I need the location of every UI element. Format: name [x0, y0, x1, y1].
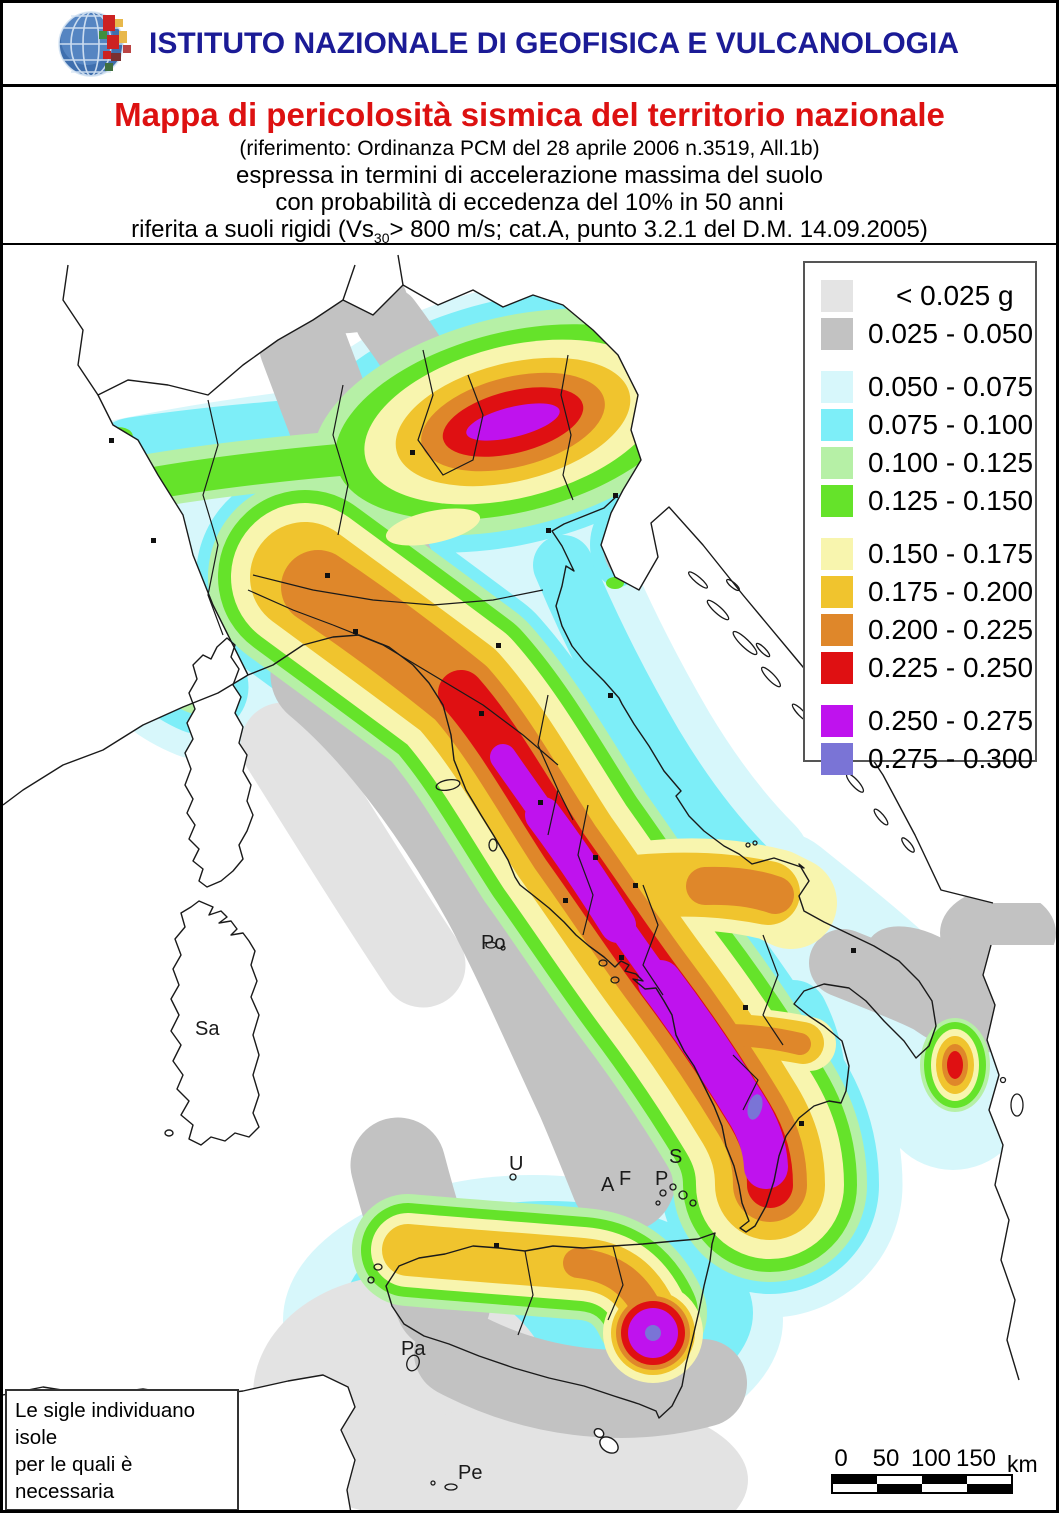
ingv-logo-icon [58, 10, 131, 77]
legend-color-swatch [821, 705, 853, 737]
legend-color-swatch [821, 538, 853, 570]
note-box: Le sigle individuano isole per le quali … [5, 1389, 239, 1510]
region-borders [202, 349, 784, 1336]
legend-color-swatch [821, 371, 853, 403]
legend-row: 0.075 - 0.100 [821, 406, 1035, 444]
legend-range-label: 0.100 - 0.125 [868, 447, 1034, 478]
legend-range-label: 0.250 - 0.275 [868, 705, 1034, 736]
legend-row: 0.200 - 0.225 [821, 611, 1035, 649]
legend-range-label: 0.050 - 0.075 [868, 371, 1034, 402]
legend-range-label: 0.075 - 0.100 [868, 409, 1034, 440]
sardinia-corsica-outline [164, 637, 619, 1454]
legend-row: 0.150 - 0.175 [821, 535, 1035, 573]
island-label: Pa [401, 1338, 426, 1360]
scale-bar: 0 50 100 150 km [829, 1445, 1044, 1497]
scale-tick-label: 150 [955, 1445, 997, 1472]
hazard-layer-high [76, 308, 990, 1383]
legend-range-label: 0.025 - 0.050 [868, 318, 1034, 349]
island-label: P [655, 1168, 669, 1190]
scale-unit-label: km [1007, 1451, 1038, 1477]
legend-range-label: 0.225 - 0.250 [868, 652, 1034, 683]
legend-row: 0.025 - 0.050 [821, 315, 1035, 353]
map-title-reference: (riferimento: Ordinanza PCM del 28 april… [239, 137, 820, 160]
island-label: U [509, 1153, 524, 1175]
header: ISTITUTO NAZIONALE DI GEOFISICA E VULCAN… [3, 3, 1056, 87]
title-block: Mappa di pericolosità sismica del territ… [3, 87, 1056, 246]
legend-color-swatch [821, 485, 853, 517]
legend-color-swatch [821, 447, 853, 479]
legend-color-swatch [821, 576, 853, 608]
institute-name: ISTITUTO NAZIONALE DI GEOFISICA E VULCAN… [149, 26, 960, 60]
island-label: Sa [195, 1018, 220, 1040]
scale-tick-label: 50 [872, 1445, 900, 1472]
scale-tick-label: 100 [910, 1445, 952, 1472]
scale-tick-label: 0 [834, 1445, 848, 1472]
legend-row: 0.250 - 0.275 [821, 702, 1035, 740]
legend-range-label: 0.125 - 0.150 [868, 485, 1034, 516]
scale-checker-bar [831, 1474, 1013, 1494]
legend-row: 0.125 - 0.150 [821, 482, 1035, 520]
legend-range-label: 0.150 - 0.175 [868, 538, 1034, 569]
legend-row: 0.100 - 0.125 [821, 444, 1035, 482]
legend-row: 0.050 - 0.075 [821, 368, 1035, 406]
legend-row: 0.225 - 0.250 [821, 649, 1035, 687]
island-label: Pe [458, 1462, 483, 1484]
logo-pixel-blocks [99, 14, 131, 71]
legend-row: < 0.025 g [821, 277, 1035, 315]
legend: < 0.025 g 0.025 - 0.050 0.050 - 0.075 0.… [803, 261, 1037, 775]
map-subtitle-3: riferita a suoli rigidi (Vs30> 800 m/s; … [131, 216, 928, 246]
city-markers [109, 438, 856, 1248]
legend-row: 0.175 - 0.200 [821, 573, 1035, 611]
legend-color-swatch [821, 652, 853, 684]
map-subtitle-2: con probabilità di eccedenza del 10% in … [275, 189, 784, 216]
legend-color-swatch [821, 280, 853, 312]
legend-color-swatch [821, 743, 853, 775]
island-label: F [619, 1168, 632, 1190]
note-text: Le sigle individuano isole per le quali … [15, 1399, 226, 1510]
legend-color-swatch [821, 409, 853, 441]
coastlines-borders [3, 254, 1024, 1510]
island-label: Po [481, 932, 506, 954]
legend-range-label: < 0.025 g [896, 280, 1014, 311]
legend-color-swatch [821, 318, 853, 350]
legend-row: 0.275 - 0.300 [821, 740, 1035, 778]
island-label: A [601, 1174, 615, 1196]
map-title: Mappa di pericolosità sismica del territ… [114, 96, 945, 133]
legend-range-label: 0.275 - 0.300 [868, 743, 1034, 774]
legend-color-swatch [821, 614, 853, 646]
legend-range-label: 0.200 - 0.225 [868, 614, 1034, 645]
map-subtitle-1: espressa in termini di accelerazione mas… [236, 162, 823, 189]
island-label: S [669, 1146, 683, 1168]
legend-range-label: 0.175 - 0.200 [868, 576, 1034, 607]
